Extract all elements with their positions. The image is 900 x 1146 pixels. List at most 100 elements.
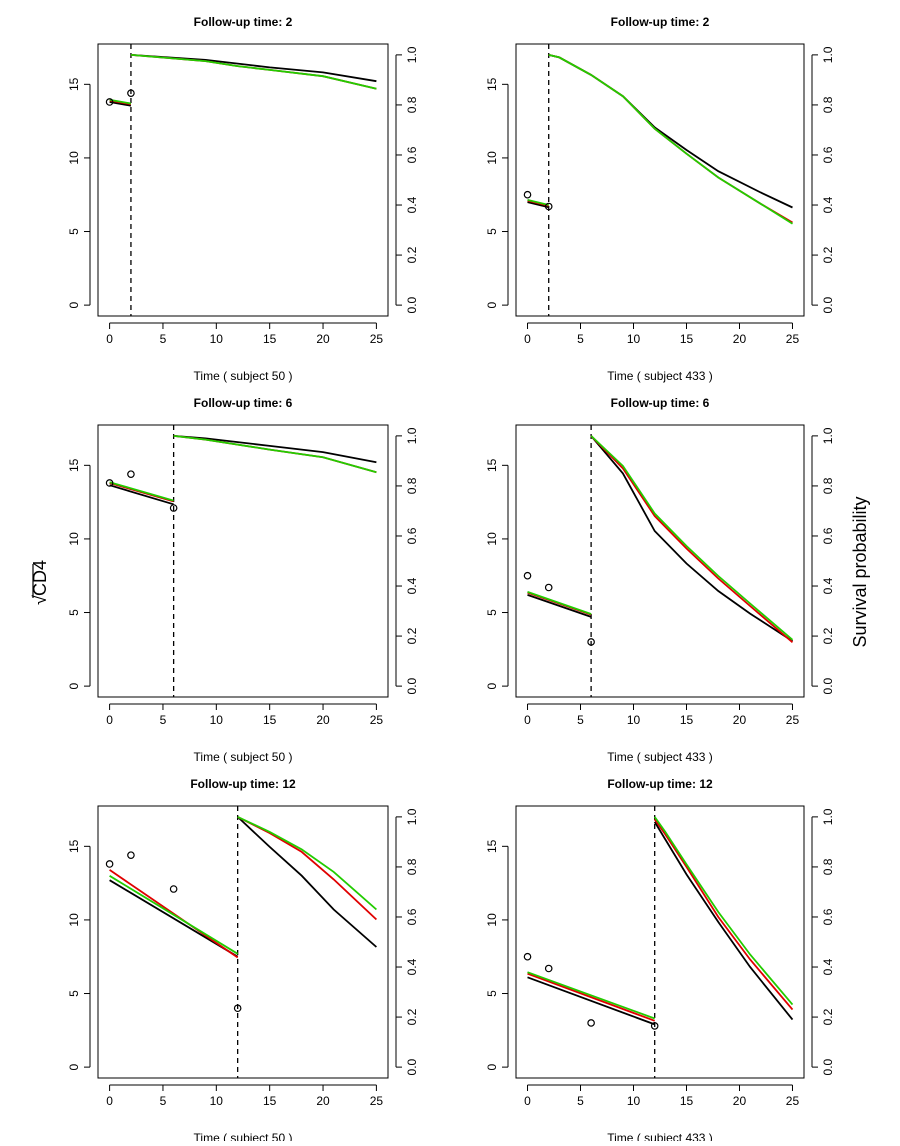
plot-frame [97,43,389,317]
panel-5: Follow-up time: 12 0 5 10 15 20 25 Time ( subje… [67,777,419,1145]
panel-6: Follow-up time: 12 0 5 10 15 20 25 Time ( subje… [485,777,835,1145]
plot-frame [515,43,805,317]
x-tick-label: 5 [160,332,167,346]
y-tick-label-left: 10 [67,532,81,546]
y-tick-label-right: 0.4 [405,196,419,213]
x-tick-label: 15 [680,713,694,727]
plot-frame [97,424,389,698]
panel-title: Follow-up time: 6 [611,396,710,410]
y-tick-label-left: 5 [485,228,499,235]
x-axis-label: Time ( subject 50 ) [194,369,293,383]
y-tick-label-right: 0.2 [405,1008,419,1025]
x-tick-label: 5 [160,1094,167,1108]
observed-point [233,1004,242,1013]
y-tick-label-right: 0.6 [405,527,419,544]
x-tick-label: 15 [680,1094,694,1108]
y-tick-label-right: 0.8 [821,96,835,113]
y-axis-label-left-prefix: √ [30,595,50,605]
observed-point [544,583,553,592]
panel-2: Follow-up time: 2 0 5 10 15 20 25 Time ( subjec… [485,15,835,383]
x-tick-label: 20 [316,332,330,346]
y-tick-label-left: 5 [485,990,499,997]
y-tick-label-right: 0.8 [821,477,835,494]
y-tick-label-right: 0.8 [821,858,835,875]
plot-frame [515,805,805,1079]
y-tick-label-right: 0.8 [405,96,419,113]
observed-point [523,571,532,580]
y-tick-label-left: 15 [485,839,499,853]
longitudinal-line-green [109,481,174,502]
panel-1: Follow-up time: 2 0 5 10 15 20 25 Time ( subjec… [67,15,419,383]
y-tick-label-left: 15 [485,77,499,91]
x-axis-label: Time ( subject 50 ) [194,750,293,764]
x-tick-label: 15 [263,713,277,727]
x-tick-label: 25 [370,332,384,346]
y-tick-label-right: 0.0 [405,677,419,694]
y-tick-label-right: 0.4 [821,196,835,213]
observed-point [105,479,114,487]
y-axis-label-right: Survival probability [850,496,870,647]
survival-curve-green [237,816,377,911]
panel-title: Follow-up time: 12 [190,777,296,791]
y-tick-label-left: 15 [485,458,499,472]
x-axis-label: Time ( subject 433 ) [607,1131,713,1141]
y-tick-label-right: 0.2 [821,1008,835,1025]
survival-curve-red [653,818,794,1011]
longitudinal-line-black [109,484,174,506]
survival-curve-green [173,435,377,474]
panel-title: Follow-up time: 6 [194,396,293,410]
y-tick-label-right: 0.0 [821,1058,835,1075]
y-tick-label-left: 5 [67,609,81,616]
y-tick-label-right: 0.0 [821,296,835,313]
y-tick-label-right: 0.6 [821,527,835,544]
longitudinal-line-green [527,199,549,206]
survival-curve-black [237,816,377,948]
longitudinal-line-green [109,98,132,105]
observed-point [127,89,135,97]
y-tick-label-right: 1.0 [405,427,419,444]
y-tick-label-right: 0.8 [405,858,419,875]
y-tick-label-left: 5 [485,609,499,616]
y-tick-label-left: 10 [67,913,81,927]
survival-curve-black [548,54,793,209]
survival-curve-red [590,435,794,643]
x-tick-label: 10 [210,713,224,727]
panel-title: Follow-up time: 2 [611,15,710,29]
y-tick-label-right: 0.4 [821,958,835,975]
observed-point [127,470,135,478]
y-tick-label-left: 0 [67,682,81,689]
x-tick-label: 25 [786,332,800,346]
x-tick-label: 15 [263,1094,277,1108]
x-tick-label: 20 [316,713,330,727]
observed-point [523,952,532,961]
y-tick-label-left: 0 [67,301,81,308]
x-tick-label: 5 [160,713,167,727]
y-tick-label-left: 0 [485,682,499,689]
observed-point [523,190,532,199]
observed-point [105,860,114,868]
y-tick-label-right: 0.0 [405,1058,419,1075]
y-tick-label-right: 0.6 [821,908,835,925]
observed-point [587,1019,595,1027]
survival-curve-red [130,54,377,90]
survival-curve-black [590,435,793,642]
y-tick-label-right: 0.6 [405,908,419,925]
y-tick-label-left: 10 [67,151,81,165]
x-tick-label: 25 [786,1094,800,1108]
x-tick-label: 15 [263,332,277,346]
x-axis-label: Time ( subject 433 ) [607,750,713,764]
survival-curve-black [653,821,794,1021]
y-tick-label-right: 0.4 [821,577,835,594]
y-tick-label-left: 5 [67,228,81,235]
x-tick-label: 20 [316,1094,330,1108]
y-tick-label-right: 0.4 [405,958,419,975]
y-tick-label-left: 0 [485,1063,499,1070]
x-tick-label: 15 [680,332,694,346]
y-axis-label-left: CD4 [30,560,50,596]
survival-curve-red [237,816,378,921]
longitudinal-line-green [109,875,239,955]
y-tick-label-left: 0 [485,301,499,308]
y-tick-label-right: 1.0 [821,46,835,63]
survival-curve-green [653,816,794,1006]
